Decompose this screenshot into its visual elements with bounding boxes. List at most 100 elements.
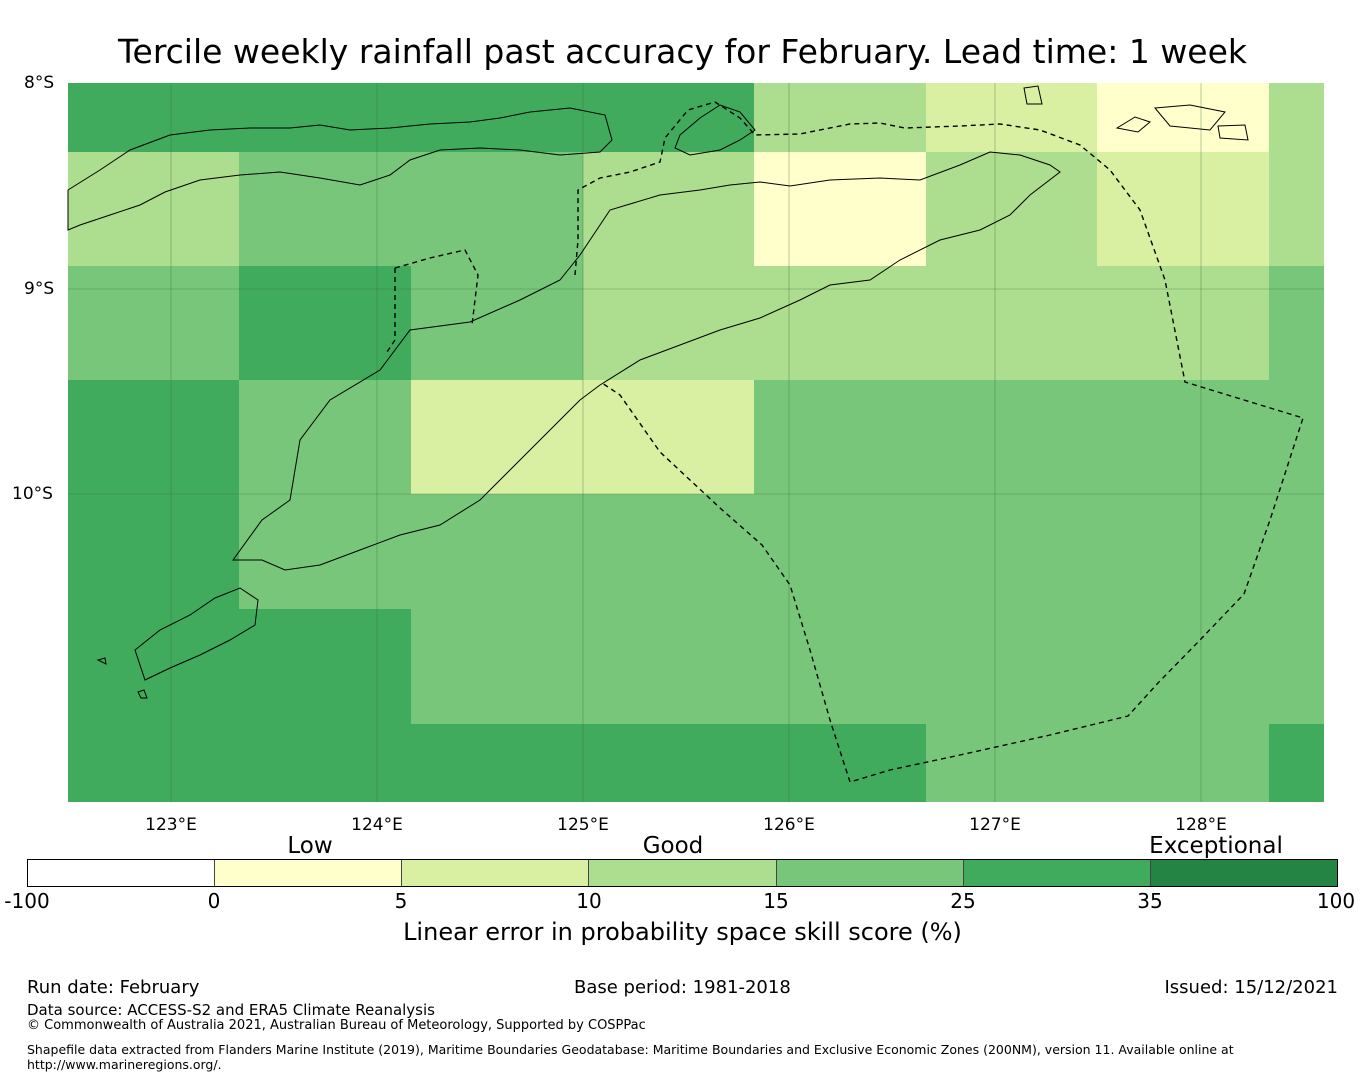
grid-cell — [754, 724, 926, 802]
grid-cell — [754, 494, 926, 609]
grid-cell — [754, 609, 926, 724]
grid-cell — [239, 380, 411, 494]
grid-cell — [1269, 724, 1324, 802]
grid-cell — [411, 609, 583, 724]
grid-cell — [239, 83, 411, 152]
colorbar — [27, 859, 1338, 887]
grid-cell — [1097, 83, 1269, 152]
grid-cell — [1269, 266, 1324, 380]
grid-cell — [583, 609, 754, 724]
lat-label-9s: 9°S — [24, 279, 54, 299]
lat-label-10s: 10°S — [12, 484, 53, 504]
grid-cell — [1097, 266, 1269, 380]
lon-label-127e: 127°E — [969, 815, 1021, 835]
grid-cell — [754, 83, 926, 152]
colorbar-tick-2: 5 — [394, 889, 408, 913]
colorbar-segment-2 — [402, 860, 590, 886]
grid-cell — [411, 83, 583, 152]
timor-coastline — [232, 151, 1061, 571]
grid-cell — [68, 380, 239, 494]
colorbar-segment-1 — [215, 860, 403, 886]
grid-cell — [68, 83, 239, 152]
run-date: Run date: February — [27, 977, 200, 998]
grid-cell — [411, 724, 583, 802]
islet-3 — [1217, 124, 1249, 141]
base-period: Base period: 1981-2018 — [574, 977, 791, 998]
colorbar-tick-7: 100 — [1316, 889, 1356, 913]
lon-label-125e: 125°E — [557, 815, 609, 835]
category-good: Good — [643, 833, 704, 859]
flores-coastline — [67, 107, 613, 231]
maritime-boundary — [384, 101, 1304, 783]
grid-cell — [239, 609, 411, 724]
grid-cell — [1269, 494, 1324, 609]
grid-cell — [926, 724, 1097, 802]
lon-label-124e: 124°E — [351, 815, 403, 835]
grid-cell — [583, 266, 754, 380]
grid-cell — [926, 494, 1097, 609]
grid-cell — [1097, 609, 1269, 724]
wetar-coastline — [674, 104, 756, 156]
grid-cell — [926, 266, 1097, 380]
grid-cell — [583, 380, 754, 494]
grid-cell — [411, 494, 583, 609]
grid-cell — [411, 152, 583, 266]
grid-cell — [1269, 83, 1324, 152]
grid-cell — [926, 380, 1097, 494]
lat-label-8s: 8°S — [24, 73, 54, 93]
grid-cell — [583, 152, 754, 266]
islet-5 — [96, 657, 107, 665]
data-source: Data source: ACCESS-S2 and ERA5 Climate … — [27, 1001, 435, 1019]
colorbar-label: Linear error in probability space skill … — [403, 918, 962, 946]
islet-6 — [137, 689, 148, 699]
shapefile-credit-line1: Shapefile data extracted from Flanders M… — [27, 1042, 1234, 1057]
colorbar-tick-4: 15 — [763, 889, 789, 913]
grid-cell — [1097, 152, 1269, 266]
issued-date: Issued: 15/12/2021 — [1164, 977, 1338, 998]
colorbar-tick-6: 35 — [1137, 889, 1163, 913]
category-labels: Low Good Exceptional — [287, 833, 1282, 859]
colorbar-segment-3 — [589, 860, 777, 886]
colorbar-segment-4 — [776, 860, 964, 886]
colorbar-segment-5 — [963, 860, 1151, 886]
shapefile-credit-line2: http://www.marineregions.org/. — [27, 1057, 222, 1072]
grid-cell — [926, 609, 1097, 724]
colorbar-tick-1: 0 — [207, 889, 221, 913]
grid-cell — [68, 724, 239, 802]
grid-cell — [411, 380, 583, 494]
lon-label-128e: 128°E — [1175, 815, 1227, 835]
map-title: Tercile weekly rainfall past accuracy fo… — [117, 32, 1248, 71]
colorbar-tick-0: -100 — [4, 889, 50, 913]
grid-cell — [583, 83, 754, 152]
grid-cell — [68, 152, 239, 266]
rote-coastline — [134, 587, 259, 681]
grid-cell — [1097, 494, 1269, 609]
grid-cell — [1097, 724, 1269, 802]
colorbar-tick-3: 10 — [576, 889, 602, 913]
longitude-labels: 123°E 124°E 125°E 126°E 127°E 128°E — [145, 815, 1227, 835]
colorbar-segment-0 — [28, 860, 216, 886]
grid-cell — [754, 152, 926, 266]
colorbar-tick-5: 25 — [950, 889, 976, 913]
islet-4 — [1023, 85, 1043, 105]
category-low: Low — [287, 833, 332, 859]
grid-cell — [68, 609, 239, 724]
lon-label-123e: 123°E — [145, 815, 197, 835]
latitude-labels: 8°S 9°S 10°S — [12, 73, 54, 504]
category-exceptional: Exceptional — [1149, 833, 1283, 859]
graticule — [68, 83, 1324, 802]
grid-cell — [239, 494, 411, 609]
islet-1 — [1115, 116, 1152, 133]
skill-grid — [68, 83, 1324, 802]
grid-cell — [68, 266, 239, 380]
grid-cell — [68, 494, 239, 609]
grid-cell — [239, 266, 411, 380]
grid-cell — [754, 266, 926, 380]
grid-cell — [411, 266, 583, 380]
grid-cell — [239, 152, 411, 266]
grid-cell — [239, 724, 411, 802]
coastlines — [67, 85, 1249, 699]
copyright: © Commonwealth of Australia 2021, Austra… — [27, 1018, 646, 1033]
grid-cell — [583, 724, 754, 802]
islet-2 — [1154, 104, 1226, 131]
